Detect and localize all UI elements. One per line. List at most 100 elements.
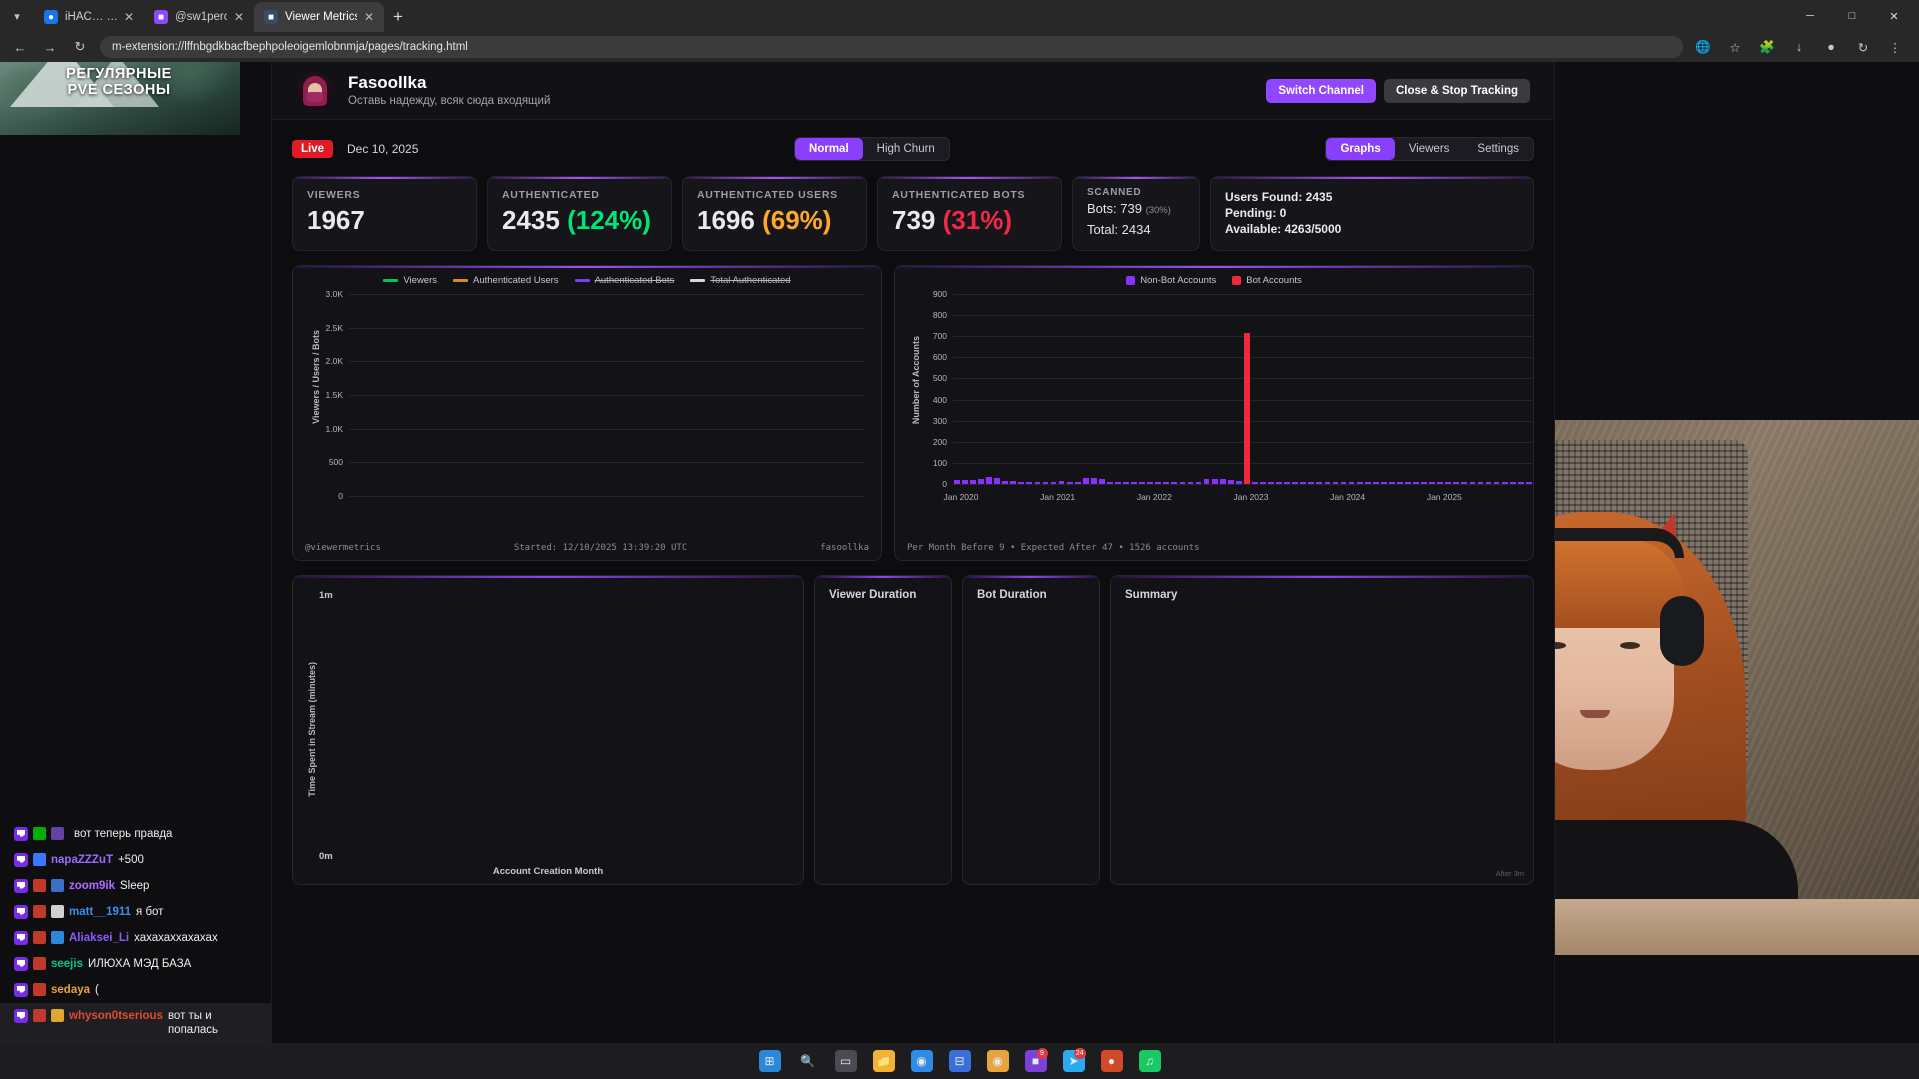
store-icon[interactable]: ⊟ (948, 1050, 971, 1072)
forward-icon[interactable]: → (43, 39, 57, 55)
legend-swatch (690, 279, 706, 282)
chat-list[interactable]: вот теперь правда napaZZZuT +500 zoom9ik Sle… (0, 821, 272, 1043)
bar (1115, 482, 1121, 484)
download-icon[interactable]: ↓ (1795, 40, 1803, 54)
panel-viewer-duration[interactable]: Viewer Duration (814, 575, 952, 885)
menu-kebab-icon[interactable]: ⋮ (1888, 40, 1902, 55)
banner-line-1: РЕГУЛЯРНЫЕ (66, 66, 172, 82)
chat-message[interactable]: matt__1911 я бот (0, 899, 272, 925)
chart-right-legend[interactable]: Non-Bot Accounts Bot Accounts (895, 266, 1533, 286)
chat-message[interactable]: Aliaksei_Li хахахаххахахах (0, 925, 272, 951)
profile-icon[interactable]: ● (1827, 40, 1835, 54)
chart-left-legend[interactable]: Viewers Authenticated Users Authenticated … (293, 266, 881, 286)
x-tick-label: Jan 2024 (1330, 492, 1366, 502)
start-icon[interactable]: ⊞ (758, 1050, 781, 1072)
x-tick-label: Jan 2025 (1426, 492, 1462, 502)
task-view-icon[interactable]: ▭ (834, 1050, 857, 1072)
chat-message[interactable]: zoom9ik Sleep (0, 873, 272, 899)
legend-item-bot-accounts[interactable]: Bot Accounts (1232, 275, 1302, 286)
twitch-icon (14, 879, 28, 893)
legend-item-viewers[interactable]: Viewers (383, 275, 437, 286)
mode-segmented-control[interactable]: Normal High Churn (794, 137, 950, 161)
translate-icon[interactable]: 🌐 (1695, 39, 1711, 54)
file-explorer-icon[interactable]: 📁 (872, 1050, 895, 1072)
chat-text: Sleep (120, 880, 150, 892)
y-tick-label: 2.5K (325, 322, 344, 333)
chat-message[interactable]: whyson0tserious вот ты и попалась (0, 1003, 272, 1043)
chart-account-creation[interactable]: Non-Bot Accounts Bot Accounts Number of A… (894, 265, 1534, 561)
chart-viewers-over-time[interactable]: Viewers Authenticated Users Authenticated … (292, 265, 882, 561)
chat-message[interactable]: вот теперь правда (0, 821, 272, 847)
bar (1276, 482, 1282, 484)
telegram-icon[interactable]: ➤ 24 (1062, 1048, 1086, 1072)
browser-tab-2[interactable]: ■ @sw1percheew mentioned ✕ (144, 2, 254, 32)
messenger-icon[interactable]: ■ 9 (1024, 1048, 1048, 1072)
webcam-eye-left (1546, 642, 1566, 649)
panel-summary[interactable]: Summary After 3m (1110, 575, 1534, 885)
view-option-settings[interactable]: Settings (1477, 143, 1519, 155)
y-tick-label: 0 (338, 491, 343, 501)
bar (1018, 481, 1025, 484)
card-authenticated-bots-number: 739 (892, 205, 936, 235)
tracking-header: Fasoollka Оставь надежду, всяк сюда вход… (272, 62, 1554, 120)
browser-tab-1[interactable]: ● iHAC… …нфор ✕ (34, 2, 144, 32)
taskbar: ⊞ 🔍 ▭ 📁 ◉ ⊟ ◉ ■ 9 ➤ 24 ● ♫ (0, 1043, 1919, 1079)
back-icon[interactable]: ← (13, 39, 27, 55)
gridline (953, 484, 1533, 485)
reload-icon[interactable]: ↻ (74, 39, 86, 54)
view-segmented-control[interactable]: Graphs Viewers Settings (1325, 137, 1534, 161)
tab-search-chevron-icon[interactable]: ▾ (14, 10, 20, 23)
address-bar[interactable]: m-extension://lffnbgdkbacfbephpoleoigeml… (100, 36, 1683, 58)
tab-close-icon[interactable]: ✕ (233, 10, 244, 24)
discord-icon[interactable]: ● (1100, 1050, 1123, 1072)
legend-item-authenticated-bots[interactable]: Authenticated Bots (574, 275, 674, 286)
tab-strip: ▾ ●iHAC… …нфор✕■@sw1percheew mentioned✕■… (0, 0, 1919, 32)
twitch-icon: ■ (154, 10, 168, 24)
music-icon[interactable]: ♫ (1138, 1050, 1161, 1072)
quota-available: Available: 4263/5000 (1225, 222, 1342, 236)
view-option-graphs[interactable]: Graphs (1326, 138, 1395, 160)
card-scanned-bots-pct: (30%) (1145, 205, 1171, 216)
bar (1308, 482, 1315, 484)
legend-item-total-authenticated[interactable]: Total Authenticated (690, 275, 791, 286)
switch-channel-button[interactable]: Switch Channel (1266, 78, 1376, 103)
update-icon[interactable]: ↻ (1857, 40, 1869, 55)
gridline (953, 399, 1533, 401)
tab-close-icon[interactable]: ✕ (123, 10, 134, 24)
new-tab-button[interactable]: + (393, 7, 403, 26)
x-tick-label: Jan 2022 (1136, 492, 1172, 502)
chat-message[interactable]: napaZZZuT +500 (0, 847, 272, 873)
bookmark-star-icon[interactable]: ☆ (1729, 40, 1741, 55)
bar (1292, 482, 1299, 484)
header-text: Fasoollka Оставь надежду, всяк сюда вход… (348, 73, 1266, 109)
close-icon[interactable]: ✕ (1889, 10, 1899, 23)
legend-item-non-bot-accounts[interactable]: Non-Bot Accounts (1126, 275, 1216, 286)
panel-time-spent[interactable]: 1m 0m Time Spent in Stream (minutes) Acc… (292, 575, 804, 885)
bar (1421, 482, 1427, 484)
chat-message[interactable]: sedaya ( (0, 977, 272, 1003)
sub-badge (33, 983, 46, 996)
bar (1525, 482, 1532, 484)
close-stop-tracking-button[interactable]: Close & Stop Tracking (1383, 78, 1530, 103)
browser-tab-3[interactable]: ■ Viewer Metrics - Tracking ✕ (254, 2, 384, 32)
chat-message[interactable]: seejis ИЛЮХА МЭД БАЗА (0, 951, 272, 977)
legend-item-authenticated-users[interactable]: Authenticated Users (453, 275, 559, 286)
maximize-icon[interactable]: □ (1848, 10, 1856, 22)
extensions-puzzle-icon[interactable]: 🧩 (1759, 39, 1775, 54)
tab-close-icon[interactable]: ✕ (363, 10, 374, 24)
chart-left-footer-center: Started: 12/10/2025 13:39:20 UTC (513, 543, 688, 553)
view-option-viewers[interactable]: Viewers (1408, 143, 1450, 155)
bar (1082, 478, 1089, 484)
card-viewers: VIEWERS 1967 (292, 176, 477, 251)
mode-option-normal[interactable]: Normal (795, 138, 863, 160)
minimize-icon[interactable]: ─ (1806, 10, 1814, 22)
panel-bot-duration[interactable]: Bot Duration (962, 575, 1100, 885)
chrome-icon[interactable]: ◉ (986, 1050, 1009, 1072)
card-scanned-label: SCANNED (1087, 187, 1142, 198)
webcam-eye-right (1620, 642, 1640, 649)
mode-option-high-churn[interactable]: High Churn (876, 143, 935, 155)
search-icon[interactable]: 🔍 (800, 1054, 815, 1068)
edge-icon[interactable]: ◉ (910, 1050, 933, 1072)
chart-left-ylabel: Viewers / Users / Bots (311, 330, 321, 424)
